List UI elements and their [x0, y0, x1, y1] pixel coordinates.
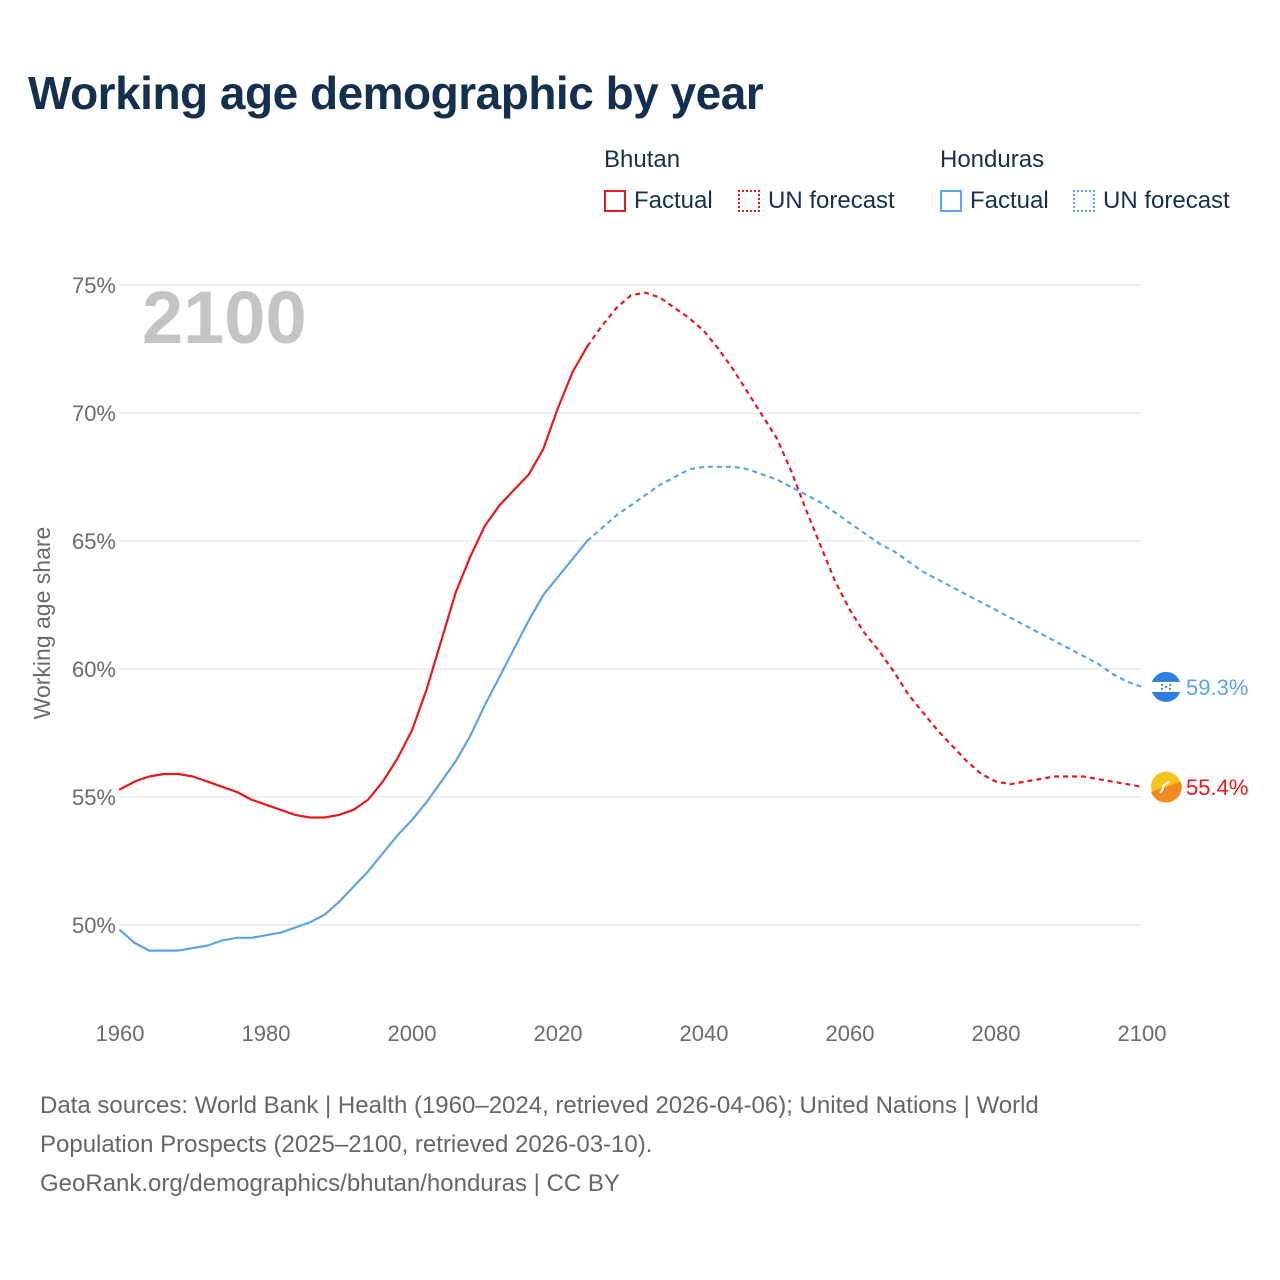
legend-label: UN forecast [768, 187, 895, 214]
x-tick-label: 2040 [680, 1021, 729, 1046]
legend-label: UN forecast [1103, 187, 1230, 214]
line-chart: 50% 55% 60% 65% 70% 75% 1960 1980 2000 2020 2040 2… [29, 273, 1248, 1046]
series-line-honduras-factual [118, 539, 589, 952]
source-line-2: Population Prospects (2025–2100, retriev… [40, 1131, 653, 1158]
y-axis-title: Working age share [29, 527, 55, 720]
x-tick-label: 2000 [388, 1021, 437, 1046]
gridlines [120, 284, 1142, 926]
x-axis-ticks: 1960 1980 2000 2020 2040 2060 2080 2100 [96, 1021, 1167, 1046]
x-tick-label: 2020 [534, 1021, 583, 1046]
flag-star [1160, 687, 1164, 691]
end-value-label-honduras: 59.3% [1186, 675, 1248, 700]
y-tick-label: 50% [72, 913, 116, 938]
y-axis-ticks: 50% 55% 60% 65% 70% 75% [72, 273, 116, 938]
source-line-1: Data sources: World Bank | Health (1960–… [40, 1092, 1039, 1119]
flag-dragon [1159, 780, 1170, 794]
legend-title-bhutan: Bhutan [604, 146, 681, 173]
y-tick-label: 70% [72, 401, 116, 426]
legend-swatch-bhutan-forecast [738, 190, 760, 212]
flag-star [1168, 683, 1172, 687]
series-line-bhutan-factual [118, 345, 589, 819]
legend-bhutan-factual[interactable]: Factual [604, 187, 713, 215]
flag-half [1151, 781, 1182, 803]
x-tick-label: 1980 [242, 1021, 291, 1046]
series-line-bhutan-forecast [586, 291, 1143, 788]
x-tick-label: 2060 [826, 1021, 875, 1046]
end-markers: 55.4% 59.3% [1151, 671, 1248, 803]
legend-honduras-factual[interactable]: Factual [940, 187, 1049, 215]
end-value-label-bhutan: 55.4% [1186, 775, 1248, 800]
x-tick-label: 2100 [1118, 1021, 1167, 1046]
flag-honduras-icon [1151, 671, 1181, 702]
flag-star [1168, 687, 1172, 691]
year-display: 2100 [142, 276, 307, 359]
y-tick-label: 75% [72, 273, 116, 298]
source-link[interactable]: GeoRank.org/demographics/bhutan/honduras… [40, 1170, 620, 1197]
x-tick-label: 1960 [96, 1021, 145, 1046]
y-tick-label: 55% [72, 785, 116, 810]
legend-swatch-honduras-factual [940, 190, 962, 212]
x-tick-label: 2080 [972, 1021, 1021, 1046]
legend-swatch-honduras-forecast [1073, 190, 1095, 212]
y-tick-label: 60% [72, 657, 116, 682]
flag-bhutan-icon [1151, 771, 1182, 803]
flag-star [1160, 683, 1164, 687]
legend-bhutan-forecast[interactable]: UN forecast [738, 187, 895, 215]
chart-title: Working age demographic by year [28, 67, 764, 119]
flag-star [1164, 685, 1168, 689]
footer: Data sources: World Bank | Health (1960–… [40, 1086, 1220, 1203]
y-tick-label: 65% [72, 529, 116, 554]
legend-title-honduras: Honduras [940, 146, 1045, 173]
series-lines [118, 291, 1143, 952]
legend-label: Factual [634, 187, 713, 214]
series-line-honduras-forecast [586, 465, 1143, 688]
legend-honduras-forecast[interactable]: UN forecast [1073, 187, 1230, 215]
legend-label: Factual [970, 187, 1049, 214]
legend-swatch-bhutan-factual [604, 190, 626, 212]
